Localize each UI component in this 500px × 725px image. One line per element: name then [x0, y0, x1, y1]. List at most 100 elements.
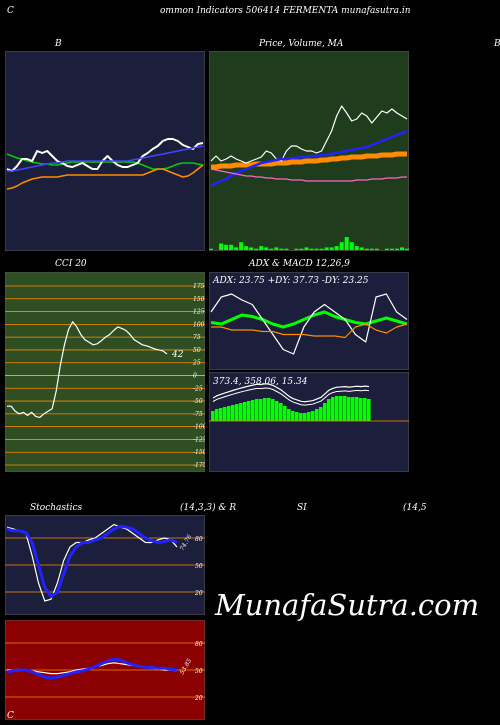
cci-tick-label: -150: [193, 449, 205, 456]
macd-histogram-bar: [359, 398, 363, 421]
stoch-tick-label: 50: [195, 563, 203, 570]
macd-histogram-bar: [219, 408, 223, 421]
cci-tick-label: -100: [193, 424, 205, 431]
volume-bar: [209, 248, 213, 250]
cci-line: [7, 321, 168, 419]
volume-bar: [299, 248, 304, 250]
rsi-params-label: (14,5: [403, 503, 427, 513]
volume-bar: [279, 248, 284, 250]
volume-bar: [319, 248, 324, 250]
macd-histogram-bar: [367, 399, 371, 421]
macd-histogram-bar: [231, 405, 235, 421]
macd-histogram-bar: [287, 409, 291, 421]
rsi-tick-label: 80: [195, 641, 203, 648]
macd-histogram-bar: [283, 406, 287, 421]
cci-tick-label: -50: [193, 398, 203, 405]
macd-histogram-bar: [223, 407, 227, 421]
cci-tick-label: -125: [193, 436, 205, 443]
cci-tick-label: 50: [193, 347, 201, 354]
volume-bar: [274, 247, 279, 250]
volume-bar: [249, 247, 254, 250]
cci-tick-label: 100: [193, 321, 205, 328]
volume-bar: [405, 248, 409, 250]
macd-histogram-bar: [211, 411, 215, 421]
price-ma_long-line: [210, 168, 407, 182]
volume-bar: [384, 248, 389, 250]
macd-histogram-bar: [227, 406, 231, 421]
volume-bar: [339, 242, 344, 250]
macd-chart: 373.4, 358.06, 15.34: [208, 371, 410, 473]
stoch-tick-label: 20: [194, 590, 203, 597]
macd-histogram-bar: [303, 413, 307, 421]
volume-bar: [269, 248, 274, 250]
cci-tick-label: 175: [193, 283, 205, 290]
bollinger-label: B: [55, 39, 62, 49]
cci-last-value: 42: [171, 350, 184, 360]
macd-histogram-bar: [243, 402, 247, 421]
bollinger-upper-line: [6, 153, 204, 170]
macd-histogram-bar: [355, 397, 359, 421]
volume-bar: [239, 242, 244, 250]
volume-bar: [234, 247, 239, 250]
volume-bar: [334, 246, 339, 250]
bollinger-panel: [4, 50, 206, 252]
cci-panel: 175 150 125 100 75 50 25 0 -25 -50 -75 -100 -125 -150…: [4, 271, 207, 473]
volume-bar: [244, 246, 249, 250]
macd-histogram-bar: [351, 397, 355, 421]
volume-bar: [219, 243, 224, 250]
macd-histogram-bar: [255, 399, 259, 421]
macd-line: [212, 383, 370, 403]
cci-tick-label: 0: [193, 373, 197, 380]
volume-bar: [284, 248, 289, 250]
volume-bar: [294, 248, 299, 250]
price-panel: [208, 50, 410, 252]
macd-histogram-bar: [275, 401, 279, 421]
adx-minus_di-line: [211, 323, 408, 339]
macd-histogram-bar: [263, 398, 267, 421]
cci-chart: 175 150 125 100 75 50 25 0 -25 -50 -75 -100 -125 -150…: [4, 271, 207, 473]
volume-bar: [399, 247, 404, 250]
price-label: Price, Volume, MA: [259, 39, 344, 49]
bollinger-price-line: [6, 138, 204, 172]
adx-adx-line: [210, 310, 408, 329]
macd-panel: 373.4, 358.06, 15.34: [208, 371, 410, 473]
watermark-text: MunafaSutra.com: [215, 588, 480, 622]
volume-bar: [224, 244, 229, 250]
rsi-panel: 80 50 20 53.85: [4, 619, 206, 721]
header-title: ommon Indicators 506414 FERMENTA munafas…: [160, 6, 411, 16]
rsi-tick-label: 50: [195, 668, 203, 675]
volume-bar: [359, 247, 364, 250]
cci-tick-label: -25: [193, 385, 203, 392]
cci-tick-label: 125: [193, 309, 205, 316]
adx-macd-label: ADX & MACD 12,26,9: [249, 259, 350, 269]
volume-bar: [349, 242, 354, 250]
volume-bar: [264, 247, 269, 250]
macd-histogram-bar: [247, 401, 251, 421]
cci-tick-label: 150: [193, 296, 205, 303]
macd-histogram-bar: [251, 400, 255, 421]
adx-panel: ADX: 23.75 +DY: 37.73 -DY: 23.25: [208, 271, 410, 371]
macd-histogram-bar: [319, 407, 323, 421]
price-price-line: [210, 105, 408, 164]
bollinger-middle-line: [7, 145, 204, 172]
macd-histogram-bar: [307, 412, 311, 421]
stochastics-panel: 80 50 20 74.76: [4, 514, 206, 616]
volume-bar: [254, 248, 259, 250]
price-ma_short-line: [210, 129, 408, 188]
bollinger-chart: [4, 50, 206, 252]
macd-histogram-bar: [295, 412, 299, 421]
macd-histogram-bar: [267, 398, 271, 421]
stoch-k-line: [6, 523, 178, 602]
stoch-tick-label: 80: [195, 536, 203, 543]
stochastics-params-label: (14,3,3) & R: [180, 503, 237, 513]
macd-values-text: 373.4, 358.06, 15.34: [213, 377, 308, 387]
rsi-rsi_ma-line: [6, 657, 178, 680]
volume-bar: [259, 246, 264, 250]
macd-histogram-bar: [327, 399, 331, 421]
volume-bar: [364, 248, 369, 250]
volume-bar: [344, 237, 349, 250]
volume-bar: [354, 246, 359, 250]
volume-bar: [314, 248, 319, 250]
adx-chart: ADX: 23.75 +DY: 37.73 -DY: 23.25: [208, 271, 410, 371]
